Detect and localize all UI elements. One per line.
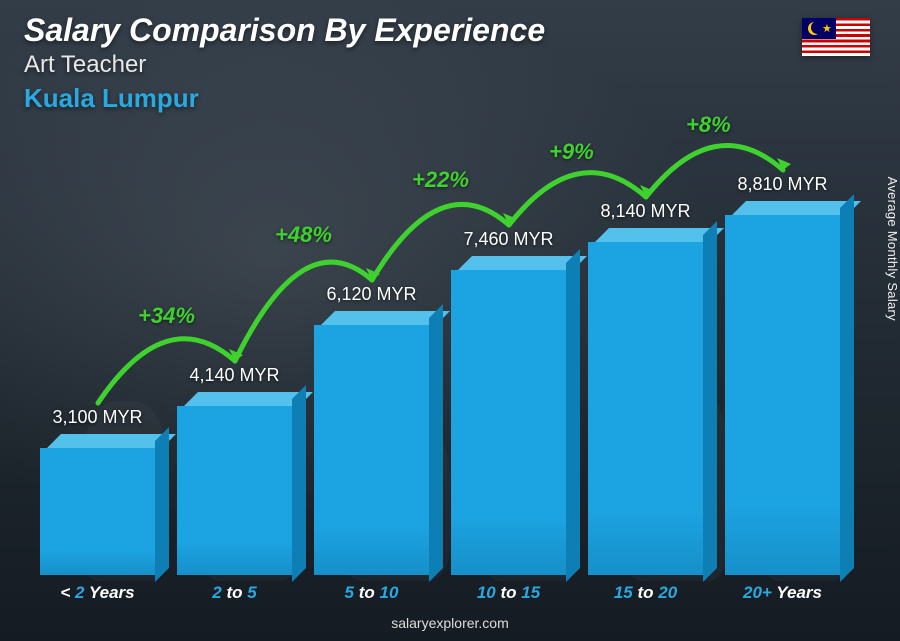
country-flag: ★: [802, 18, 870, 56]
y-axis-label: Average Monthly Salary: [885, 176, 900, 320]
bar-value-label: 3,100 MYR: [52, 407, 142, 428]
bar-value-label: 8,810 MYR: [737, 174, 827, 195]
bar-value-label: 6,120 MYR: [326, 284, 416, 305]
x-tick: < 2 Years: [40, 583, 155, 603]
x-axis: < 2 Years 2 to 5 5 to 10 10 to 15 15 to 20 20…: [40, 583, 840, 603]
chart-title: Salary Comparison By Experience: [24, 12, 876, 49]
chart-subtitle: Art Teacher: [24, 51, 876, 79]
header: Salary Comparison By Experience Art Teac…: [24, 12, 876, 114]
bar-value-label: 4,140 MYR: [189, 365, 279, 386]
bar: 6,120 MYR: [314, 150, 429, 561]
bar: 4,140 MYR: [177, 150, 292, 561]
x-tick: 10 to 15: [451, 583, 566, 603]
bar-value-label: 7,460 MYR: [463, 229, 553, 250]
x-tick: 20+ Years: [725, 583, 840, 603]
footer-attribution: salaryexplorer.com: [0, 615, 900, 631]
bar: 3,100 MYR: [40, 150, 155, 561]
bar-value-label: 8,140 MYR: [600, 201, 690, 222]
bar: 7,460 MYR: [451, 150, 566, 561]
bar: 8,140 MYR: [588, 150, 703, 561]
x-tick: 2 to 5: [177, 583, 292, 603]
chart-location: Kuala Lumpur: [24, 83, 876, 114]
bar-chart: 3,100 MYR 4,140 MYR 6,120 MYR 7,460 MYR …: [40, 150, 840, 561]
x-tick: 5 to 10: [314, 583, 429, 603]
bar: 8,810 MYR: [725, 150, 840, 561]
x-tick: 15 to 20: [588, 583, 703, 603]
